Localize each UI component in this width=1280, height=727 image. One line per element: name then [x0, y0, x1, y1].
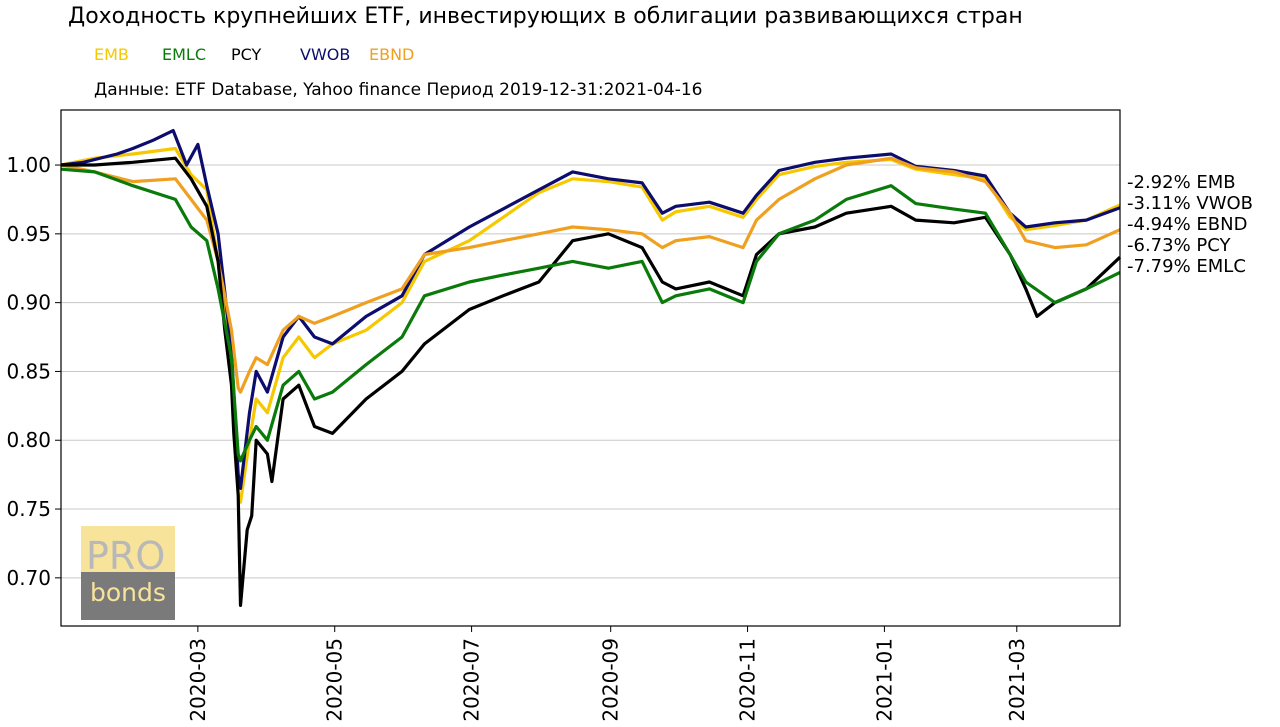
end-label: -6.73% PCY [1127, 235, 1232, 256]
logo-top-block [81, 526, 175, 572]
y-tick-label: 0.90 [6, 291, 51, 315]
series-line-emb [60, 146, 1121, 504]
legend-entry-emb: EMB [94, 45, 129, 64]
y-tick-label: 1.00 [6, 153, 51, 177]
x-axis-ticks: 2020-03 2020-05 2020-07 2020-09 2020-11 2021-… [186, 626, 1029, 722]
legend: EMB EMLC PCY VWOB EBND [0, 45, 1280, 69]
x-tick-label: 2020-11 [736, 638, 760, 722]
series-line-pcy [61, 156, 1122, 607]
chart-title: Доходность крупнейших ETF, инвестирующих… [68, 4, 1023, 29]
x-tick-label: 2021-03 [1005, 638, 1029, 722]
legend-entry-ebnd: EBND [369, 45, 415, 64]
series-line-emlc [60, 167, 1121, 463]
end-label: -7.79% EMLC [1127, 256, 1246, 277]
y-tick-label: 0.70 [6, 566, 51, 590]
y-tick-label: 0.75 [6, 497, 51, 521]
legend-entry-vwob: VWOB [300, 45, 351, 64]
logo-bonds-text: bonds [90, 578, 166, 607]
logo-pro-text: PRO [86, 534, 165, 578]
plot-frame [60, 109, 1121, 627]
series-lines [60, 129, 1122, 607]
x-tick-label: 2020-05 [323, 638, 347, 722]
end-label: -4.94% EBND [1127, 214, 1247, 235]
y-tick-label: 0.80 [6, 428, 51, 452]
x-tick-label: 2020-03 [186, 638, 210, 722]
probonds-logo: PRO bonds [81, 526, 175, 620]
x-tick-label: 2020-07 [460, 638, 484, 722]
end-label: -2.92% EMB [1127, 172, 1236, 193]
y-axis-ticks: 0.70 0.75 0.80 0.85 0.90 0.95 1.00 [6, 153, 61, 590]
end-labels: -2.92% EMB-3.11% VWOB-4.94% EBND-6.73% P… [1127, 172, 1253, 277]
y-tick-label: 0.85 [6, 359, 51, 383]
legend-entry-emlc: EMLC [162, 45, 206, 64]
series-line-ebnd [60, 156, 1121, 394]
x-tick-label: 2020-09 [599, 638, 623, 722]
chart-subtitle: Данные: ETF Database, Yahoo finance Пери… [94, 80, 703, 100]
series-line-vwob [60, 129, 1121, 490]
legend-entry-pcy: PCY [231, 45, 262, 64]
end-label: -3.11% VWOB [1127, 193, 1253, 214]
logo-bottom-block [81, 572, 175, 620]
x-tick-label: 2021-01 [872, 638, 896, 722]
y-tick-label: 0.95 [6, 222, 51, 246]
